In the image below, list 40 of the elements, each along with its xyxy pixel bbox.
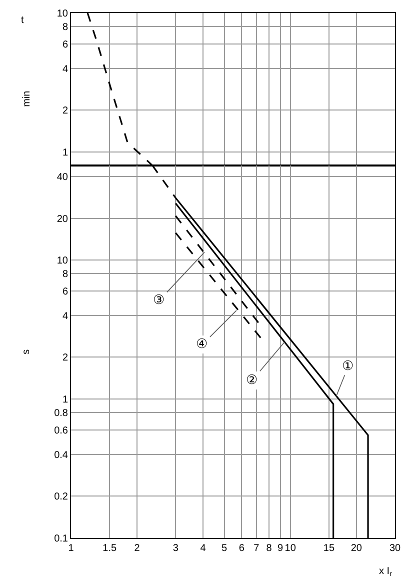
x-tick-label: 10 xyxy=(284,543,296,554)
y-axis-title: s xyxy=(20,349,32,354)
y-tick-label: 8 xyxy=(62,22,68,33)
x-axis-title: x I$_{r}$ xyxy=(379,566,393,578)
x-tick-label: 7 xyxy=(254,543,260,554)
annotation: ④ xyxy=(196,337,208,352)
y-tick-label: 10 xyxy=(56,8,68,20)
y-tick-label: 0.8 xyxy=(54,408,68,420)
x-tick-label: 4 xyxy=(200,543,206,554)
annotation: ② xyxy=(246,373,258,388)
y-tick-label: 4 xyxy=(62,64,68,75)
y-tick-label: 10 xyxy=(56,256,68,267)
y-tick-label: 6 xyxy=(62,39,68,50)
y-axis-title: min xyxy=(21,90,32,107)
y-tick-label: 1 xyxy=(62,394,68,406)
y-tick-label: 2 xyxy=(62,106,68,117)
text: t xyxy=(21,15,24,26)
x-tick-label: 5 xyxy=(222,543,228,554)
y-tick-label: 0.6 xyxy=(54,425,68,436)
x-tick-label: 3 xyxy=(172,543,179,554)
y-tick-label: 2 xyxy=(62,352,68,364)
y-tick-label: 8 xyxy=(62,269,68,280)
annotation: ① xyxy=(342,359,354,374)
x-tick-label: 2 xyxy=(134,543,140,554)
annotation: ③ xyxy=(153,293,165,308)
y-tick-label: 1 xyxy=(62,147,68,158)
y-tick-label: 20 xyxy=(56,214,68,225)
y-tick-label: 0.4 xyxy=(54,450,68,461)
y-tick-label: 0.1 xyxy=(54,534,68,545)
x-tick-label: 8 xyxy=(266,543,272,554)
y-tick-label: 4 xyxy=(62,310,68,322)
y-tick-label: 0.2 xyxy=(54,492,68,503)
x-tick-label: 9 xyxy=(278,543,284,554)
x-tick-label: 6 xyxy=(238,543,245,554)
x-tick-label: 20 xyxy=(350,543,362,554)
y-tick-label: 40 xyxy=(56,172,68,183)
x-tick-label: 30 xyxy=(389,543,401,554)
x-tick-label: 15 xyxy=(323,543,335,554)
x-tick-label: 1.5 xyxy=(102,543,118,554)
y-tick-label: 6 xyxy=(62,286,68,298)
